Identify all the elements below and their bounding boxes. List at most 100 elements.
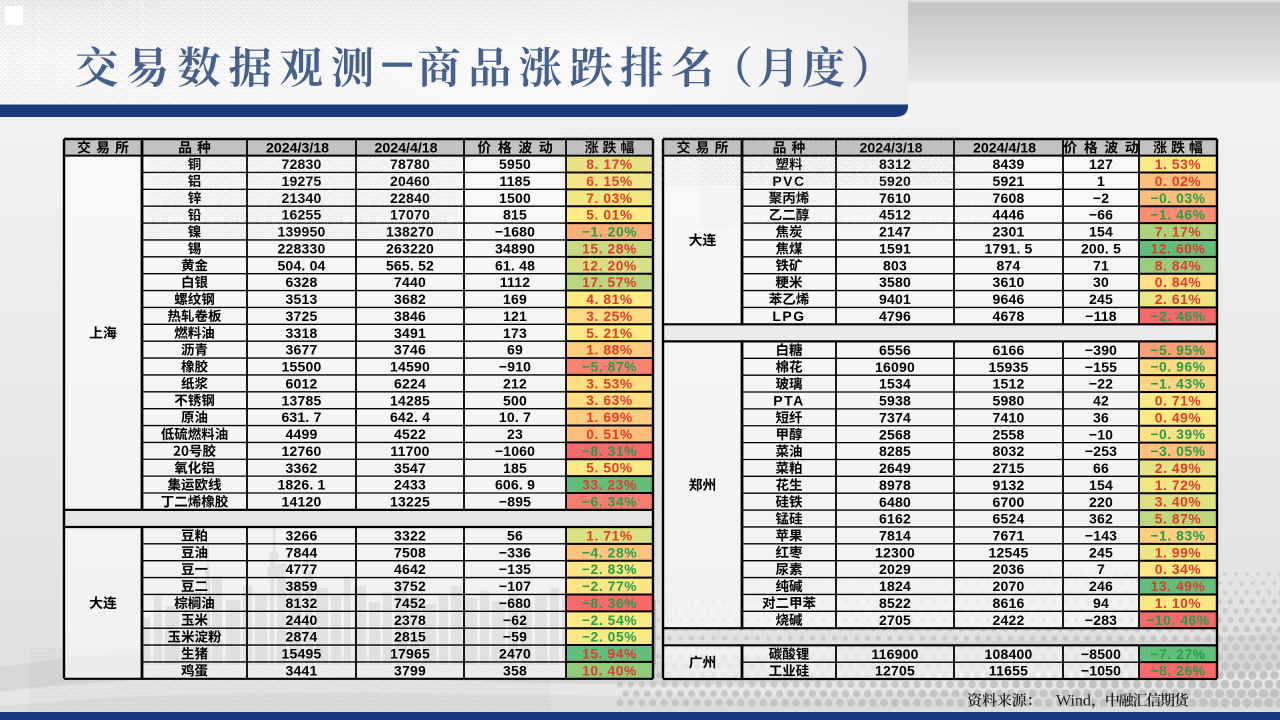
svg-text:−7. 27%: −7. 27% [1150,647,1205,662]
svg-text:−135: −135 [499,561,531,577]
svg-text:1500: 1500 [499,190,531,206]
svg-text:3441: 3441 [286,663,318,679]
svg-text:263220: 263220 [386,241,434,257]
svg-text:3677: 3677 [286,342,318,358]
svg-text:0. 02%: 0. 02% [1155,174,1202,189]
svg-text:4499: 4499 [286,426,318,442]
svg-text:56: 56 [507,528,523,544]
svg-text:−6. 34%: −6. 34% [582,495,637,510]
svg-text:3. 63%: 3. 63% [586,393,633,408]
svg-text:4642: 4642 [394,561,426,577]
svg-text:4796: 4796 [879,308,911,324]
svg-text:2705: 2705 [879,612,911,628]
svg-text:2470: 2470 [499,646,531,662]
svg-text:14285: 14285 [390,392,430,408]
svg-text:12300: 12300 [875,544,915,560]
svg-text:3318: 3318 [286,325,318,341]
svg-text:−10. 46%: −10. 46% [1146,613,1209,628]
svg-text:2440: 2440 [286,612,318,628]
svg-text:121: 121 [503,308,527,324]
svg-text:2874: 2874 [286,629,318,645]
svg-text:69: 69 [507,342,523,358]
svg-text:1826. 1: 1826. 1 [277,477,325,493]
svg-text:23: 23 [507,426,523,442]
svg-text:246: 246 [1089,578,1113,594]
svg-text:16090: 16090 [875,359,915,375]
svg-text:173: 173 [503,325,527,341]
svg-text:−1. 43%: −1. 43% [1150,377,1205,392]
svg-text:−107: −107 [499,578,531,594]
svg-text:169: 169 [503,291,527,307]
svg-text:8. 84%: 8. 84% [1155,258,1202,273]
svg-text:12. 20%: 12. 20% [582,258,637,273]
svg-text:−0. 96%: −0. 96% [1150,360,1205,375]
svg-text:−5. 95%: −5. 95% [1150,343,1205,358]
svg-text:3266: 3266 [286,528,318,544]
svg-text:200. 5: 200. 5 [1081,241,1121,257]
svg-text:2024/3/18: 2024/3/18 [266,141,329,157]
svg-text:Wind: Wind [1056,693,1091,710]
svg-text:−910: −910 [499,359,531,375]
svg-text:−66: −66 [1089,207,1113,223]
svg-text:6162: 6162 [879,511,911,527]
svg-text:−8. 31%: −8. 31% [582,444,637,459]
svg-text:5. 50%: 5. 50% [586,461,633,476]
svg-text:1112: 1112 [500,274,530,290]
svg-text:6166: 6166 [993,342,1025,358]
svg-text:2024/4/18: 2024/4/18 [973,141,1036,157]
svg-text:8132: 8132 [286,595,318,611]
svg-text:14120: 14120 [282,494,322,510]
svg-text:2649: 2649 [879,460,911,476]
svg-text:9132: 9132 [993,477,1025,493]
svg-text:−1050: −1050 [1081,663,1121,679]
svg-text:61. 48: 61. 48 [495,257,535,273]
svg-text:42: 42 [1093,393,1109,409]
svg-text:−0. 39%: −0. 39% [1150,427,1205,442]
svg-text:185: 185 [503,460,527,476]
svg-text:3752: 3752 [394,578,426,594]
svg-text:2378: 2378 [394,612,426,628]
svg-text:2029: 2029 [879,561,911,577]
svg-text:1: 1 [1097,173,1105,189]
svg-text:12. 60%: 12. 60% [1151,241,1206,256]
svg-text:−143: −143 [1085,528,1117,544]
svg-text:11700: 11700 [390,443,429,459]
svg-text:6224: 6224 [394,375,426,391]
svg-text:15. 94%: 15. 94% [582,647,637,662]
svg-text:245: 245 [1089,544,1113,560]
svg-text:−3. 05%: −3. 05% [1150,444,1205,459]
svg-text:1185: 1185 [499,173,530,189]
svg-text:212: 212 [503,375,527,391]
svg-text:−1680: −1680 [495,224,535,240]
svg-text:500: 500 [503,392,527,408]
svg-text:10. 7: 10. 7 [499,409,531,425]
svg-text:7374: 7374 [879,409,911,425]
svg-text:66: 66 [1093,460,1109,476]
svg-text:0. 34%: 0. 34% [1155,562,1202,577]
svg-text:3725: 3725 [286,308,318,324]
svg-text:−155: −155 [1085,359,1117,375]
svg-text:2433: 2433 [394,477,426,493]
svg-text:5. 21%: 5. 21% [586,326,633,341]
svg-text:2070: 2070 [993,578,1025,594]
svg-text:0. 51%: 0. 51% [586,427,633,442]
svg-text:7844: 7844 [286,544,318,560]
svg-text:0. 71%: 0. 71% [1155,394,1202,409]
svg-text:6556: 6556 [879,342,911,358]
svg-text:3846: 3846 [394,308,426,324]
svg-text:3859: 3859 [286,578,318,594]
svg-text:−4. 28%: −4. 28% [582,545,637,560]
svg-text:3362: 3362 [286,460,318,476]
svg-text:12705: 12705 [875,663,915,679]
svg-text:−2. 77%: −2. 77% [582,579,637,594]
svg-text:10. 40%: 10. 40% [582,663,637,678]
svg-text:−5. 87%: −5. 87% [582,360,637,375]
svg-text:6700: 6700 [993,494,1025,510]
svg-text:34890: 34890 [495,241,535,257]
svg-text:−8. 26%: −8. 26% [1150,664,1205,679]
svg-text:−8500: −8500 [1081,646,1121,662]
svg-text:8285: 8285 [879,443,911,459]
svg-text:2. 49%: 2. 49% [1155,461,1202,476]
svg-text:2. 61%: 2. 61% [1155,292,1202,307]
svg-text:7814: 7814 [879,528,911,544]
